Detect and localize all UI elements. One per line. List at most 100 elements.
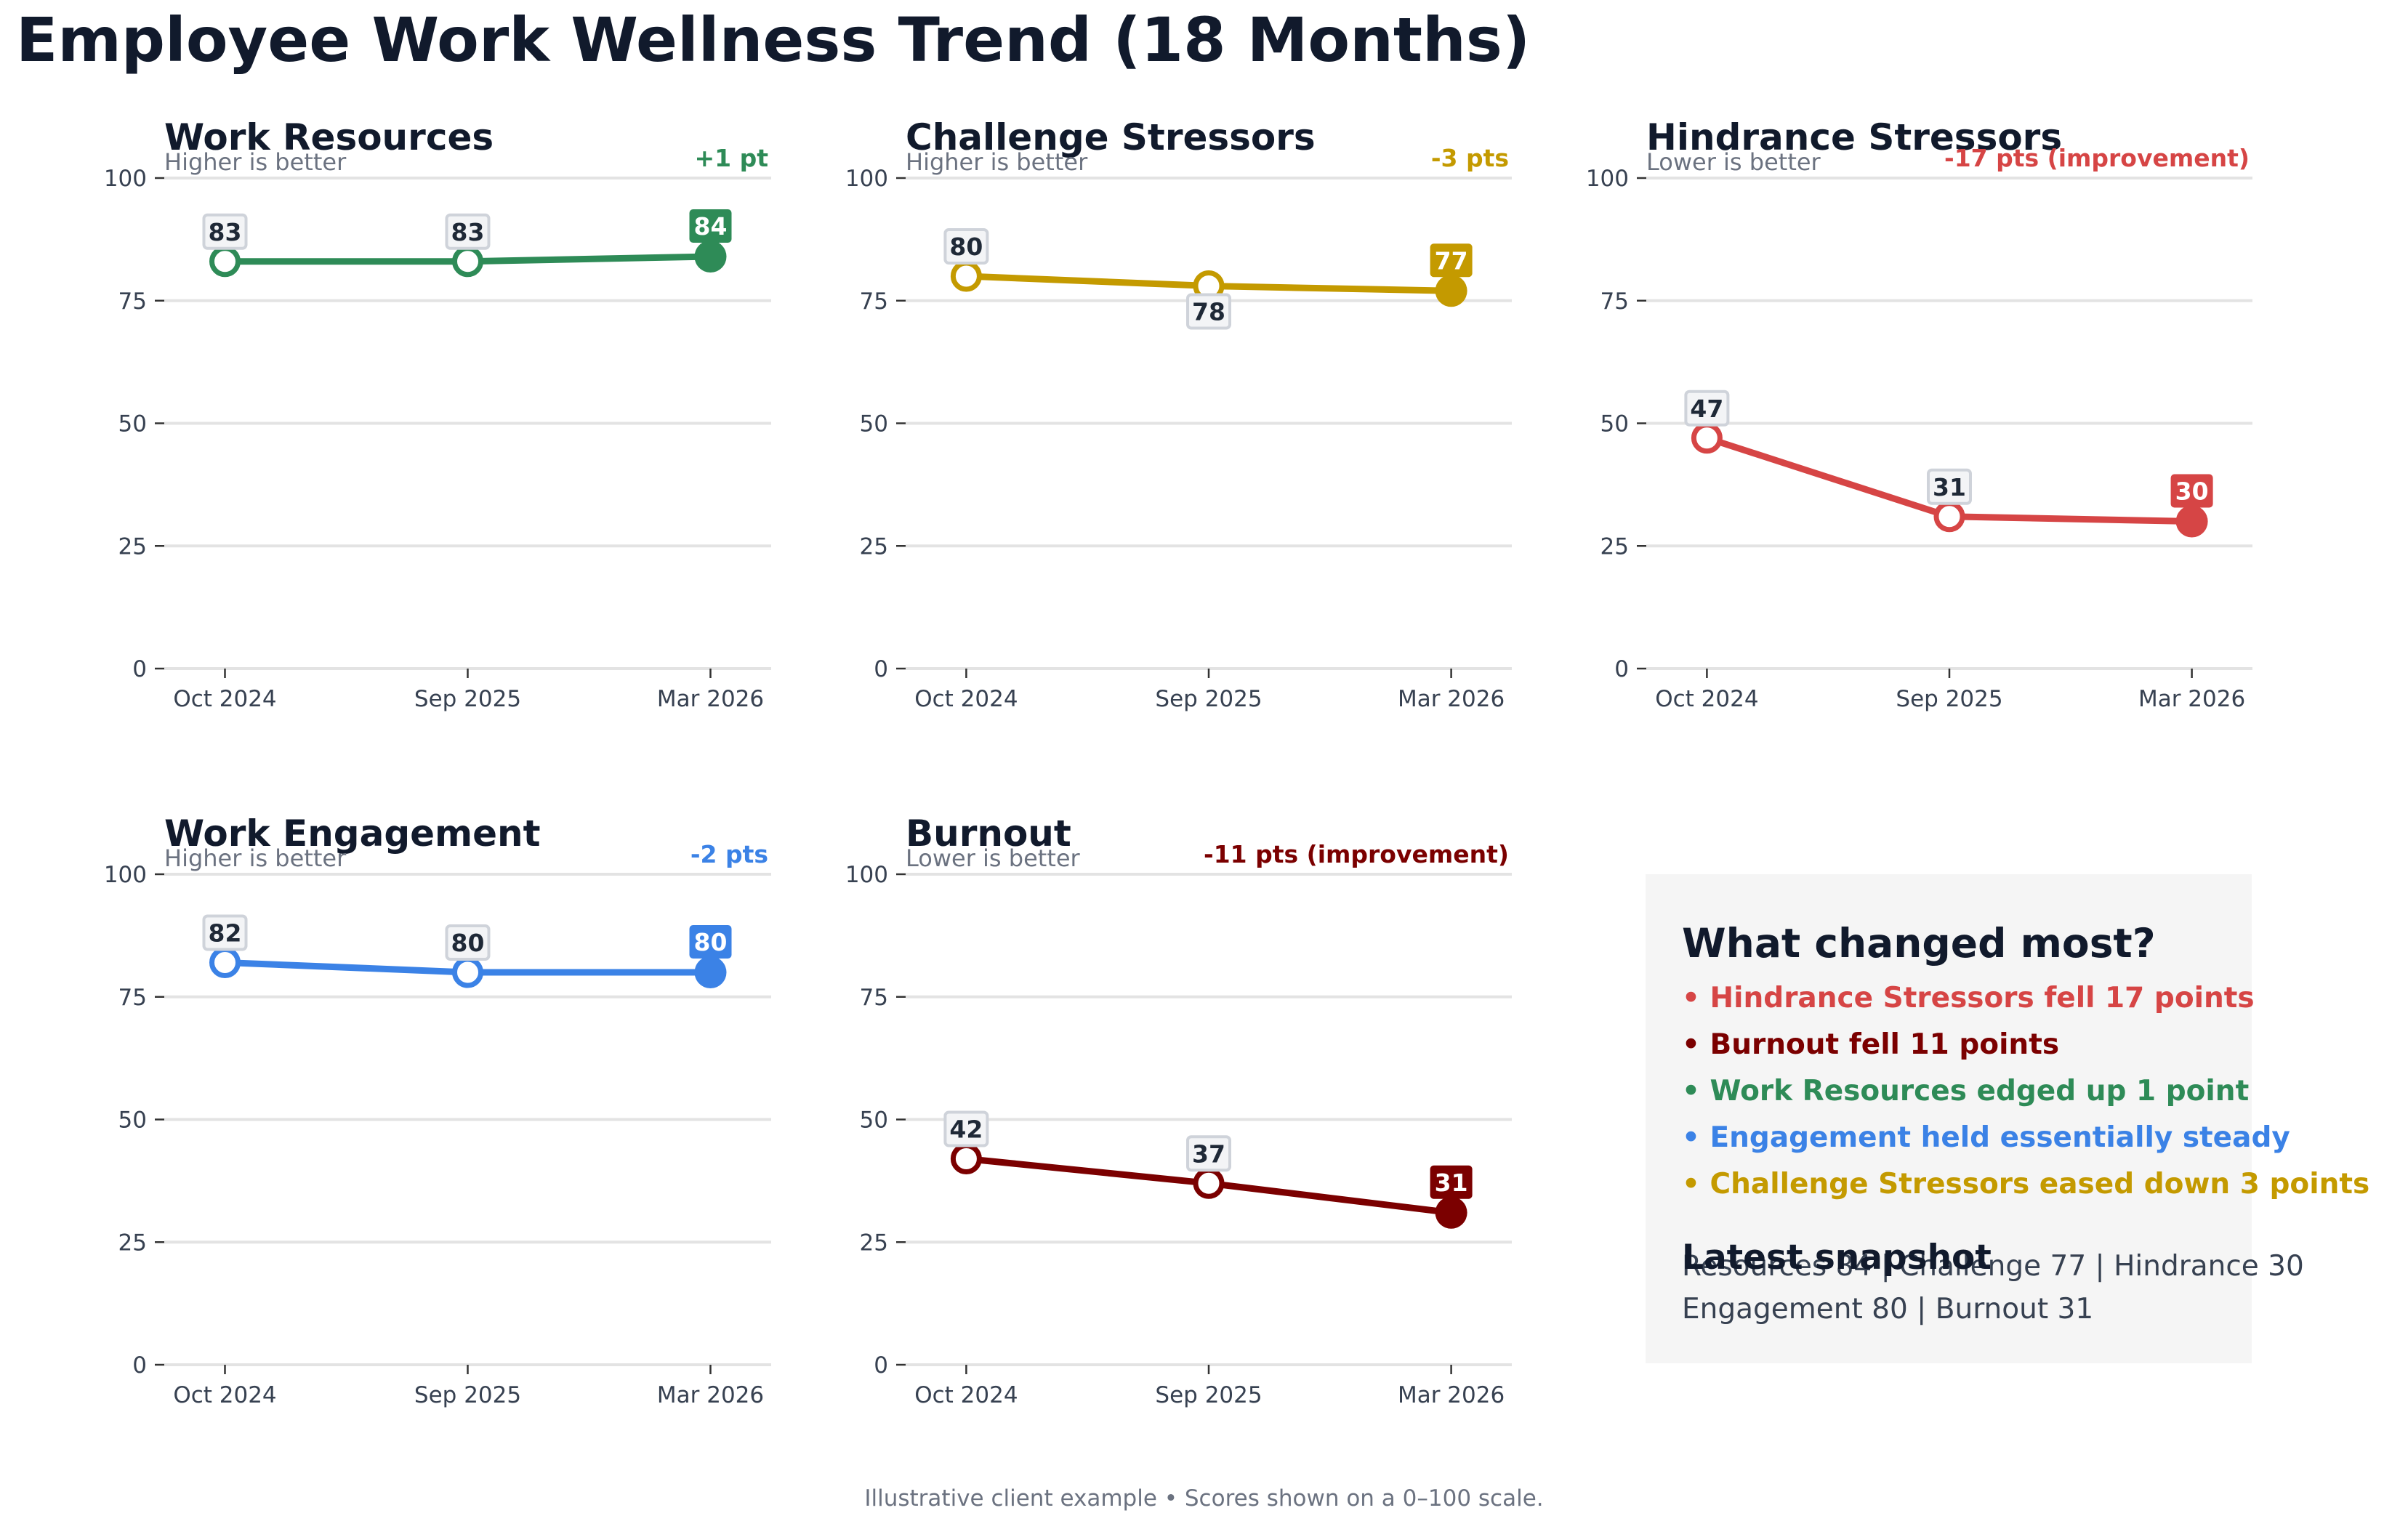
panel-subtitle: Lower is better [1646, 148, 1821, 176]
value-label: 83 [451, 218, 485, 246]
page-title: Employee Work Wellness Trend (18 Months) [16, 4, 1531, 76]
chart-panel: 0 25 50 75 100 Oct 2024 Sep 2025 Mar 2026 42 37 31 [845, 862, 1512, 1408]
panel-title: Challenge Stressors [906, 116, 1316, 158]
value-label: 37 [1192, 1139, 1225, 1168]
y-tick-label: 100 [845, 166, 888, 192]
panel-title: Work Resources [164, 116, 494, 158]
data-point-latest [1435, 1196, 1467, 1229]
value-label-box [1430, 1165, 1473, 1199]
value-label: 83 [209, 218, 242, 246]
panel-title: Burnout [906, 812, 1071, 855]
value-label: 47 [1690, 395, 1723, 423]
x-tick-label: Oct 2024 [914, 1382, 1018, 1408]
y-tick-label: 25 [118, 533, 147, 560]
snapshot-line: Engagement 80 | Burnout 31 [1682, 1293, 2094, 1326]
panel-title: Work Engagement [164, 812, 541, 855]
x-tick-label: Oct 2024 [914, 686, 1018, 712]
value-label: 31 [1933, 473, 1966, 501]
value-label-box [202, 213, 248, 250]
data-point-latest [694, 956, 727, 988]
insight-item: • Challenge Stressors eased down 3 point… [1682, 1168, 2370, 1201]
value-label-box [1430, 243, 1473, 278]
data-point [1193, 1167, 1225, 1199]
value-label-box [1186, 293, 1231, 330]
y-tick-label: 75 [118, 985, 147, 1011]
x-tick-label: Sep 2025 [414, 1382, 521, 1408]
panel-change-label: -17 pts (improvement) [1944, 144, 2250, 172]
value-label-box [202, 914, 248, 951]
y-tick-label: 75 [1600, 289, 1629, 315]
value-label: 80 [451, 929, 485, 957]
y-tick-label: 75 [118, 289, 147, 315]
snapshot-title: Latest snapshot [1682, 1238, 1992, 1278]
y-tick-label: 25 [860, 533, 888, 560]
x-tick-label: Mar 2026 [657, 686, 764, 712]
value-label: 77 [1435, 246, 1468, 275]
value-label-box [1684, 390, 1730, 427]
data-point [209, 246, 241, 278]
data-point-latest [2175, 505, 2208, 538]
value-label-box [943, 228, 989, 265]
data-point [452, 246, 483, 278]
y-tick-label: 0 [132, 1352, 147, 1379]
value-label: 30 [2175, 477, 2209, 506]
value-label-box [445, 213, 491, 250]
chart-panel: 0 25 50 75 100 Oct 2024 Sep 2025 Mar 2026 47 31 30 [1586, 166, 2252, 712]
value-label: 82 [209, 919, 242, 948]
insight-title: What changed most? [1682, 920, 2156, 967]
panel-title: Hindrance Stressors [1646, 116, 2063, 158]
y-tick-label: 25 [1600, 533, 1629, 560]
value-label: 80 [949, 233, 983, 261]
y-tick-label: 75 [860, 289, 888, 315]
value-label-box [2170, 474, 2213, 508]
x-tick-label: Mar 2026 [1398, 1382, 1505, 1408]
value-label-box [445, 924, 491, 961]
x-tick-label: Mar 2026 [657, 1382, 764, 1408]
data-point-latest [694, 241, 727, 273]
y-tick-label: 0 [874, 656, 888, 682]
panel-subtitle: Higher is better [164, 844, 347, 872]
x-tick-label: Oct 2024 [173, 686, 276, 712]
y-tick-label: 50 [118, 411, 147, 437]
x-tick-label: Mar 2026 [2138, 686, 2245, 712]
y-tick-label: 0 [132, 656, 147, 682]
panel-change-label: -11 pts (improvement) [1204, 840, 1509, 868]
data-point [452, 956, 483, 988]
x-tick-label: Mar 2026 [1398, 686, 1505, 712]
y-tick-label: 50 [118, 1108, 147, 1134]
y-tick-label: 100 [104, 166, 147, 192]
panel-subtitle: Higher is better [906, 148, 1088, 176]
snapshot-line: Resources 84 | Challenge 77 | Hindrance … [1682, 1250, 2304, 1283]
insight-item: • Engagement held essentially steady [1682, 1121, 2290, 1154]
y-tick-label: 0 [874, 1352, 888, 1379]
panel-change-label: +1 pt [694, 144, 769, 172]
data-point [950, 260, 982, 292]
y-tick-label: 25 [860, 1230, 888, 1256]
x-tick-label: Sep 2025 [1896, 686, 2002, 712]
y-tick-label: 50 [1600, 411, 1629, 437]
insight-item: • Burnout fell 11 points [1682, 1028, 2060, 1061]
value-label: 80 [694, 928, 728, 956]
data-point-latest [1435, 275, 1467, 307]
chart-panel: 0 25 50 75 100 Oct 2024 Sep 2025 Mar 2026 82 80 80 [104, 862, 771, 1408]
y-tick-label: 50 [860, 411, 888, 437]
value-label-box [689, 209, 732, 243]
data-point [209, 947, 241, 978]
data-point [1933, 501, 1965, 533]
value-label: 42 [949, 1115, 983, 1144]
y-tick-label: 100 [104, 862, 147, 888]
footer-note: Illustrative client example • Scores sho… [864, 1485, 1544, 1512]
panel-subtitle: Lower is better [906, 844, 1080, 872]
chart-panel: 0 25 50 75 100 Oct 2024 Sep 2025 Mar 2026 80 78 77 [845, 166, 1512, 712]
y-tick-label: 100 [845, 862, 888, 888]
x-tick-label: Sep 2025 [1155, 1382, 1262, 1408]
x-tick-label: Sep 2025 [1155, 686, 1262, 712]
panel-change-label: -2 pts [690, 840, 768, 868]
value-label-box [943, 1110, 989, 1147]
x-tick-label: Oct 2024 [173, 1382, 276, 1408]
y-tick-label: 0 [1614, 656, 1629, 682]
x-tick-label: Sep 2025 [414, 686, 521, 712]
panel-change-label: -3 pts [1430, 144, 1509, 172]
value-label: 84 [694, 212, 728, 241]
